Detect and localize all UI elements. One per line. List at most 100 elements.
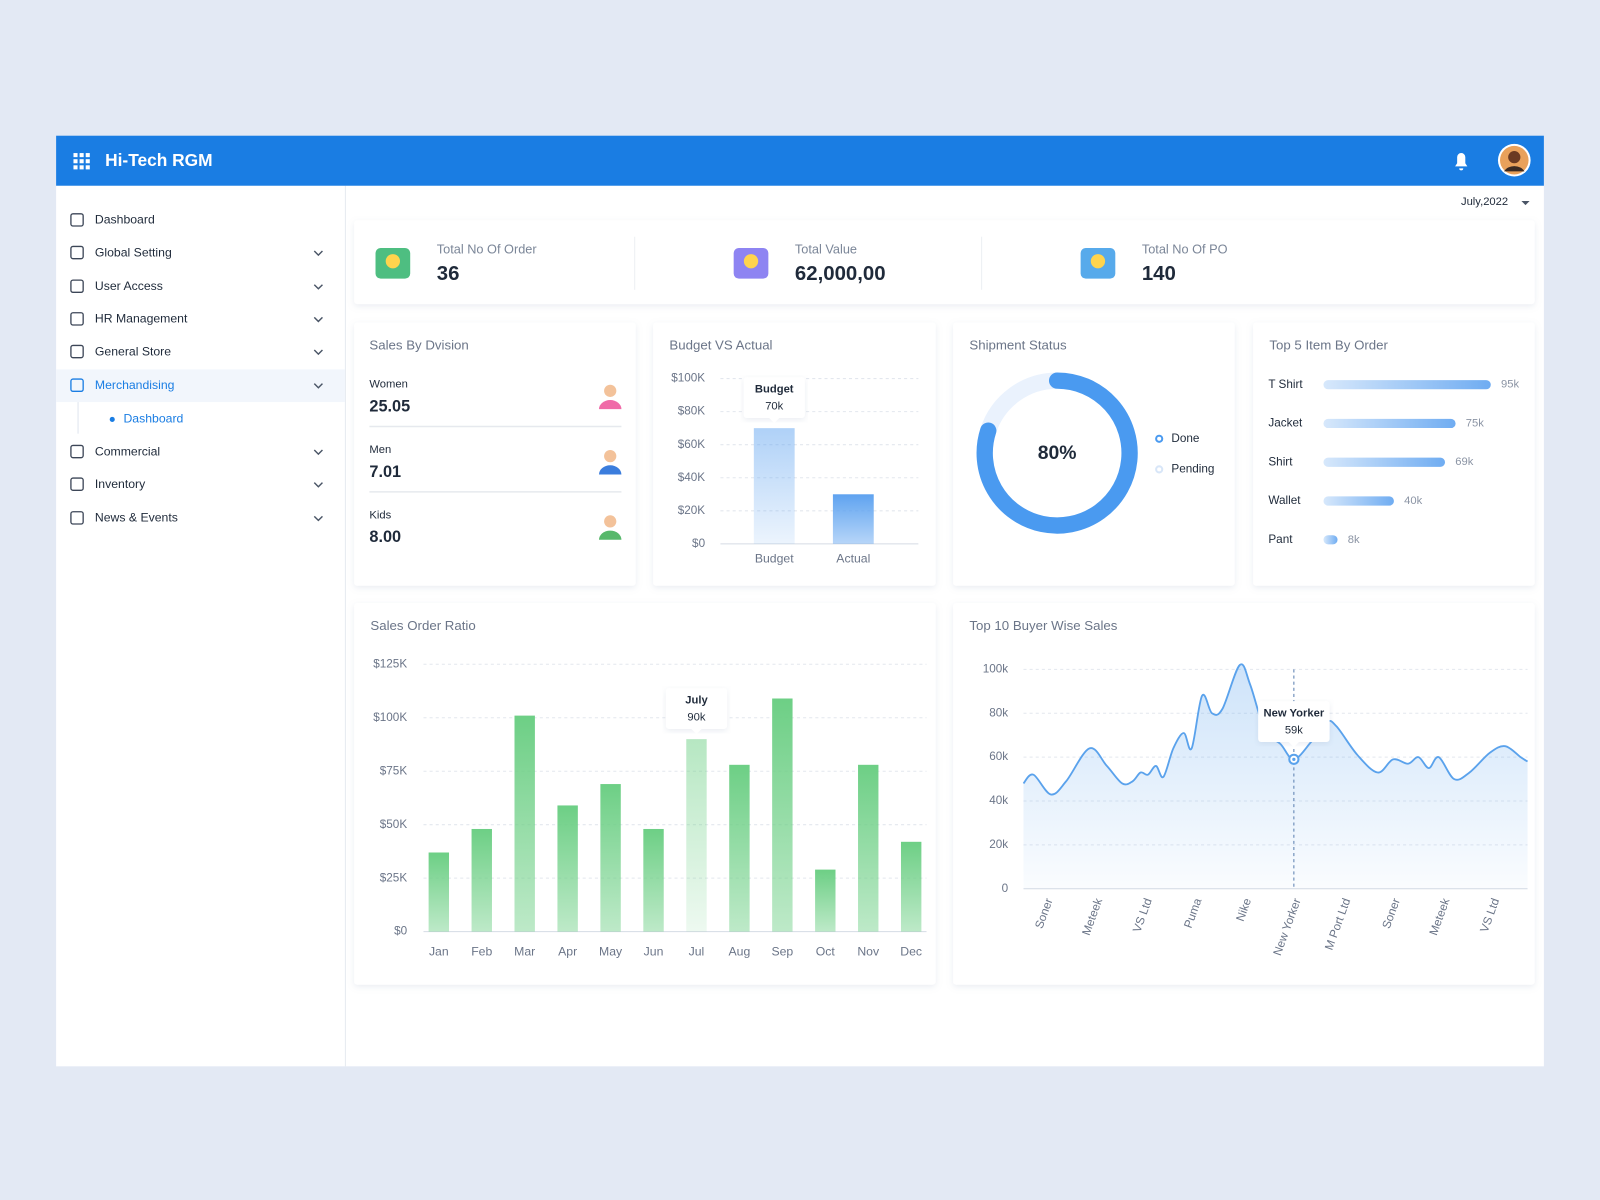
menu-icon [70,511,84,525]
menu-item[interactable]: HR Management [95,312,188,326]
menu-icon [70,444,84,459]
x-tick-label: Actual [836,551,870,565]
value-label: 69k [1455,456,1473,468]
tooltip-title: Budget [755,383,794,395]
y-tick-label: $100K [671,372,705,385]
kpi-icon-accent [385,254,400,269]
bar [643,828,664,932]
bar [858,764,879,932]
bar [557,805,578,932]
menu-chevron[interactable] [313,515,323,522]
app-title: Hi-Tech RGM [105,150,213,170]
bar [1323,457,1446,467]
submenu-dot [109,416,115,422]
menu-item[interactable]: Merchandising [95,378,175,392]
user-avatar[interactable] [1497,143,1531,177]
x-tick-label: Jan [429,944,449,958]
menu-item[interactable]: Global Setting [95,245,172,259]
tooltip-box [1258,701,1330,742]
date-filter-caret[interactable] [1521,201,1530,206]
menu-chevron[interactable] [313,383,323,389]
menu-chevron[interactable] [313,482,323,488]
bar [600,784,621,932]
menu-icon [70,245,84,260]
y-tick-label: $80K [678,405,706,418]
division-label: Men [369,444,391,456]
chart-title: Top 5 Item By Order [1269,337,1388,352]
y-tick-label: $100K [373,711,407,724]
y-tick-label: $25K [380,871,408,884]
submenu-item[interactable]: Dashboard [123,412,183,426]
chart-title: Shipment Status [969,337,1067,352]
menu-icon [70,312,84,326]
kpi-label: Total No Of PO [1142,241,1228,256]
menu-icon [70,279,84,294]
bar [815,869,836,932]
y-tick-label: $75K [380,764,408,777]
y-tick-label: 100k [983,662,1009,675]
x-tick-label: Budget [755,551,794,565]
bar [772,698,793,932]
menu-item[interactable]: News & Events [95,511,178,525]
tooltip-pointer [691,728,702,735]
menu-chevron[interactable] [313,250,323,257]
value-label: 8k [1348,534,1360,546]
chart-card [953,322,1235,586]
menu-chevron[interactable] [313,316,323,323]
avatar-head [604,384,617,397]
menu-item[interactable]: Inventory [95,477,146,491]
x-tick-label: Nov [857,944,880,958]
legend-marker [1155,434,1164,443]
menu-icon [70,213,84,227]
avatar-body [598,400,622,410]
apps-icon[interactable] [73,153,90,170]
y-tick-label: $125K [373,657,407,670]
chart-title: Sales Order Ratio [370,618,475,633]
y-tick-label: $0 [692,537,706,550]
bar [1323,535,1338,545]
chart-card [1253,322,1535,586]
tooltip-box [743,377,805,418]
kpi-value: 36 [437,263,460,285]
y-tick-label: Jacket [1268,417,1303,430]
menu-item[interactable]: General Store [95,344,171,358]
donut-segment [980,372,1058,434]
x-tick-label: Jul [689,944,705,958]
menu-chevron[interactable] [313,284,323,290]
donut-center-label: 80% [1038,442,1077,464]
donut-segment [976,372,1138,534]
y-tick-label: T Shirt [1268,378,1303,391]
chart-title: Budget VS Actual [669,337,772,352]
active-item-bg [56,369,345,403]
menu-item[interactable]: Dashboard [95,213,155,227]
x-tick-label: Aug [729,944,751,958]
y-tick-label: $0 [394,925,408,938]
y-tick-label: $20K [678,504,706,517]
menu-item[interactable]: Commercial [95,444,160,458]
notification-bell[interactable] [1455,153,1468,171]
bar [832,494,874,544]
tooltip-pointer [769,417,780,424]
y-tick-label: Pant [1268,533,1293,546]
menu-chevron[interactable] [313,349,323,356]
bar [729,764,750,932]
legend-marker [1155,465,1164,474]
y-tick-label: $60K [678,438,706,451]
bar [686,739,707,932]
tooltip-value: 59k [1285,725,1303,737]
menu-chevron[interactable] [313,449,323,456]
tooltip-title: July [685,694,708,706]
area-fill [1023,664,1528,889]
x-tick-label: Apr [558,944,577,958]
kpi-label: Total Value [795,241,857,256]
tooltip-title: New Yorker [1264,707,1325,719]
y-tick-label: Shirt [1268,455,1293,468]
menu-icon [70,477,84,491]
division-value: 7.01 [369,463,401,481]
y-tick-label: 80k [989,706,1008,719]
menu-item[interactable]: User Access [95,279,163,293]
date-filter[interactable]: July,2022 [1461,196,1508,208]
chart-title: Top 10 Buyer Wise Sales [969,618,1117,633]
